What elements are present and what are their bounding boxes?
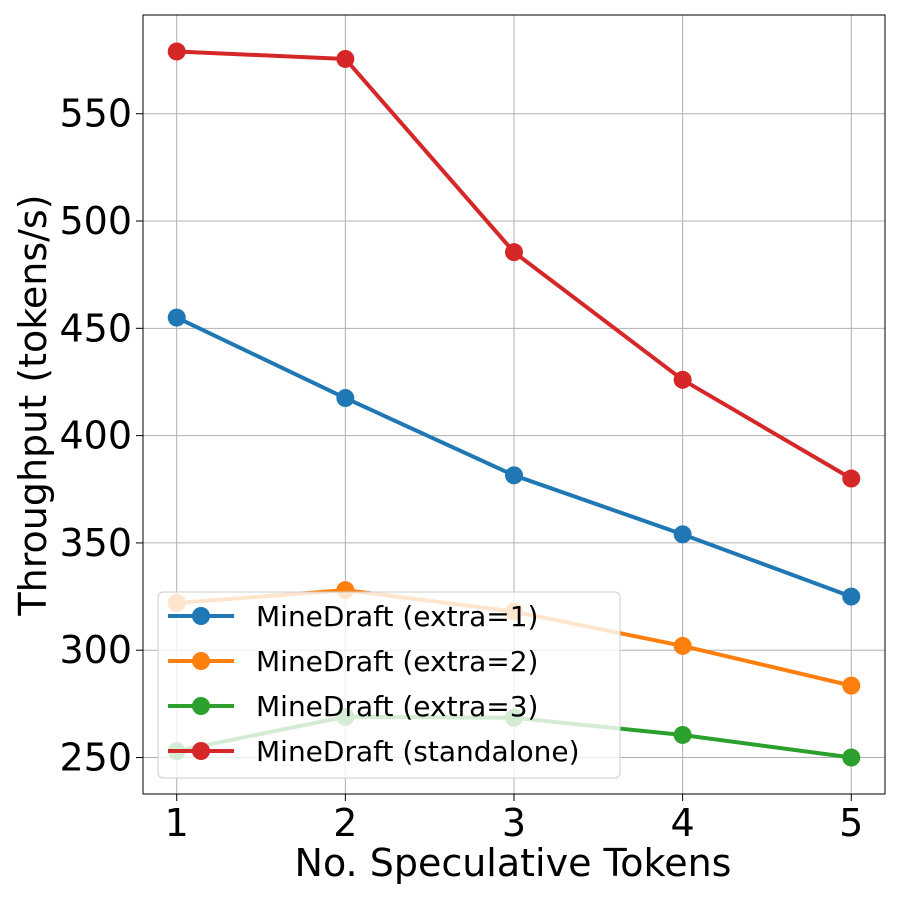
data-point: [505, 243, 523, 262]
y-tick-label: 550: [59, 92, 132, 136]
data-point: [167, 42, 186, 61]
legend-swatch-marker: [192, 742, 210, 760]
data-point: [673, 370, 692, 389]
legend-item: MineDraft (extra=1): [168, 600, 538, 633]
data-point: [673, 636, 692, 655]
x-axis-label: No. Speculative Tokens: [295, 841, 732, 885]
legend-swatch-marker: [192, 607, 210, 625]
x-tick-label: 3: [502, 801, 526, 845]
y-tick-label: 350: [59, 521, 132, 565]
legend-swatch-marker: [192, 652, 210, 670]
legend-swatch-marker: [192, 697, 210, 715]
data-point: [673, 725, 692, 744]
legend: MineDraft (extra=1) MineDraft (extra=2) Mi…: [157, 591, 621, 779]
y-tick-label: 250: [59, 736, 132, 780]
data-point: [842, 676, 861, 695]
y-tick-label: 400: [59, 414, 132, 458]
y-tick-label: 450: [59, 306, 132, 350]
x-tick-label: 5: [839, 801, 863, 845]
data-point: [842, 587, 861, 606]
legend-item: MineDraft (extra=2): [168, 645, 538, 678]
data-point: [336, 49, 355, 68]
legend-label: MineDraft (extra=2): [256, 645, 538, 678]
legend-item: MineDraft (extra=3): [168, 690, 538, 723]
series-minedraft-extra-1: [167, 308, 861, 606]
y-tick-label: 300: [59, 628, 132, 672]
x-axis-ticks: 1 2 3 4 5: [165, 794, 863, 845]
y-axis-label: Throughput (tokens/s): [11, 194, 55, 616]
data-point: [842, 748, 861, 767]
legend-label: MineDraft (standalone): [256, 735, 580, 768]
data-point: [673, 525, 692, 544]
legend-item: MineDraft (standalone): [168, 735, 580, 768]
legend-label: MineDraft (extra=1): [256, 600, 538, 633]
legend-box: [157, 591, 621, 779]
x-tick-label: 2: [333, 801, 357, 845]
y-axis-ticks: 250 300 350 400 450 500 550: [59, 92, 143, 780]
y-tick-label: 500: [59, 199, 132, 243]
x-tick-label: 1: [165, 801, 189, 845]
series-minedraft-standalone: [167, 42, 861, 488]
legend-label: MineDraft (extra=3): [256, 690, 538, 723]
data-point: [167, 308, 186, 327]
data-point: [505, 466, 523, 485]
x-tick-label: 4: [671, 801, 695, 845]
data-point: [336, 389, 355, 408]
data-point: [842, 469, 861, 488]
